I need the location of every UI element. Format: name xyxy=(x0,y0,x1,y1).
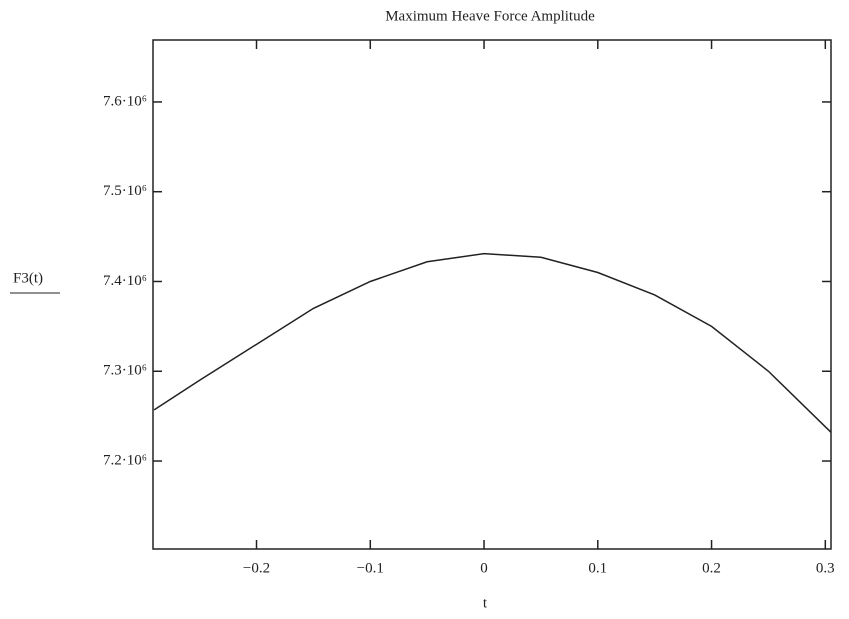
y-tick-label: 7.2·10⁶ xyxy=(103,452,147,468)
plot-frame xyxy=(152,39,832,550)
x-tick-label: 0.3 xyxy=(816,560,835,576)
x-tick-label: −0.1 xyxy=(357,560,384,576)
x-tick-label: 0.2 xyxy=(702,560,721,576)
data-line xyxy=(153,252,832,433)
y-tick-label: 7.5·10⁶ xyxy=(103,183,147,199)
x-tick-label: 0 xyxy=(480,560,488,576)
y-axis-label: F3(t) xyxy=(13,270,43,286)
chart-title: Maximum Heave Force Amplitude xyxy=(385,8,595,24)
y-tick-label: 7.3·10⁶ xyxy=(103,363,147,379)
x-axis-label: t xyxy=(483,595,488,611)
y-tick-label: 7.6·10⁶ xyxy=(103,93,147,109)
x-tick-label: −0.2 xyxy=(243,560,270,576)
x-tick-label: 0.1 xyxy=(588,560,607,576)
y-tick-label: 7.4·10⁶ xyxy=(103,273,147,289)
